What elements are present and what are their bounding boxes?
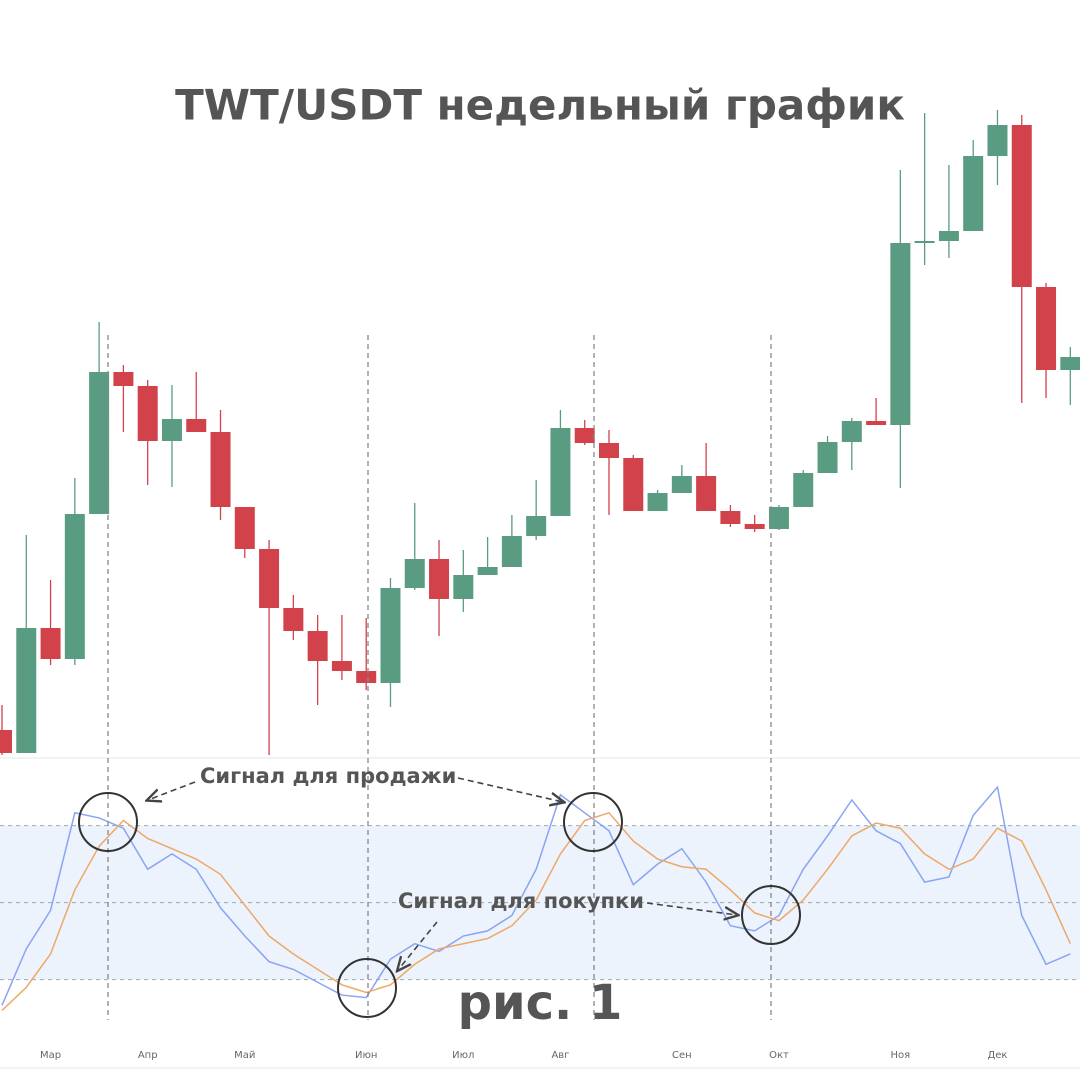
candle-body — [477, 567, 498, 575]
candle-body — [550, 428, 571, 516]
candle-body — [0, 730, 12, 753]
candle-body — [380, 588, 401, 683]
candle-body — [671, 476, 692, 493]
candle-body — [914, 241, 935, 243]
candle-body — [210, 432, 231, 507]
candle-body — [890, 243, 911, 425]
x-tick-label: Апр — [138, 1050, 158, 1061]
candle-body — [963, 156, 984, 231]
x-tick-label: Мар — [40, 1050, 61, 1061]
signal-circle — [563, 792, 623, 852]
candle-body — [817, 442, 838, 473]
candle-body — [599, 443, 619, 458]
arrow — [457, 777, 563, 802]
candle-body — [331, 661, 352, 671]
chart-title: TWT/USDT недельный график — [175, 81, 905, 130]
candle-body — [283, 608, 304, 631]
candle-body — [647, 493, 668, 511]
candle-body — [429, 559, 450, 599]
x-tick-label: Авг — [551, 1050, 569, 1061]
x-tick-label: Май — [234, 1050, 255, 1061]
signal-circle — [337, 958, 397, 1018]
candle-body — [89, 372, 110, 514]
candle-body — [501, 536, 522, 567]
candle-body — [696, 476, 717, 511]
candle-body — [453, 575, 474, 599]
annotation: Сигнал для продажи — [200, 764, 456, 788]
candle-body — [793, 473, 814, 507]
signal-circles — [78, 792, 801, 1018]
signal-lines — [107, 335, 772, 1020]
candle-body — [40, 628, 61, 659]
candle-body — [113, 372, 134, 386]
candle-body — [841, 421, 862, 442]
candle-body — [234, 507, 255, 549]
arrow — [148, 781, 196, 800]
candle-body — [1036, 287, 1057, 370]
candle-body — [16, 628, 37, 753]
figure-label: рис. 1 — [458, 975, 623, 1031]
marks-layer — [0, 110, 1080, 1012]
annotation-arrows — [148, 777, 737, 970]
arrow — [646, 902, 737, 915]
candle-body — [404, 559, 425, 588]
candle-body — [866, 421, 887, 425]
x-tick-label: Июл — [452, 1050, 474, 1061]
x-tick-label: Окт — [769, 1050, 789, 1061]
candle-body — [137, 386, 158, 441]
oscillator-line — [1, 785, 1071, 1006]
candle-body — [186, 419, 207, 432]
candle-body — [64, 514, 85, 659]
x-tick-label: Июн — [355, 1050, 377, 1061]
candle-body — [623, 458, 644, 511]
candle-body — [720, 511, 741, 524]
candle-body — [768, 507, 789, 529]
candle-body — [356, 671, 377, 683]
x-tick-label: Сен — [672, 1050, 692, 1061]
x-tick-label: Дек — [987, 1050, 1007, 1061]
oscillator-line — [1, 811, 1072, 1012]
candle-body — [938, 231, 959, 241]
x-tick-label: Ноя — [891, 1050, 911, 1061]
candle-body — [307, 631, 328, 661]
candle-body — [526, 516, 547, 536]
candle-body — [259, 549, 280, 608]
candle-body — [161, 419, 182, 441]
candle-body — [1060, 357, 1080, 370]
candle-body — [987, 125, 1008, 156]
candle-body — [574, 428, 595, 443]
arrow — [398, 921, 438, 970]
candle-body — [744, 524, 765, 529]
signal-circle — [78, 792, 138, 852]
annotation: Сигнал для покупки — [398, 889, 644, 913]
signal-circle — [741, 885, 801, 945]
background-layer — [0, 757, 1080, 1069]
candle-body — [1011, 125, 1032, 287]
